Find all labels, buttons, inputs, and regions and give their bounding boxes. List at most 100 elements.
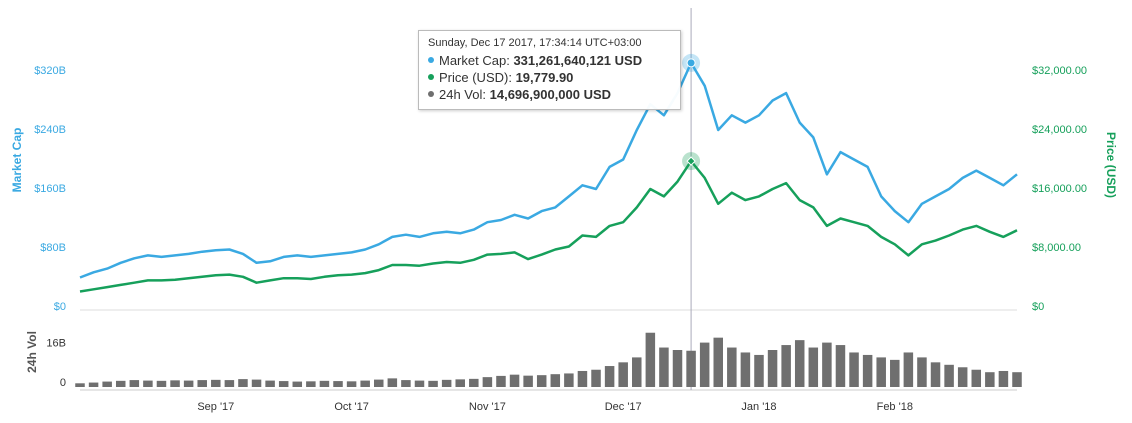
volume-bar [197, 380, 207, 387]
right-axis-title: Price (USD) [1104, 132, 1118, 198]
volume-bar [183, 380, 194, 387]
volume-bar [971, 369, 982, 387]
x-tick-label: Jan '18 [741, 401, 776, 413]
y-tick-label: $80B [40, 242, 66, 254]
volume-bar [754, 354, 764, 387]
volume-bar [333, 381, 343, 387]
y2-tick-label: $0 [1032, 301, 1044, 313]
y-tick-label: 0 [60, 377, 66, 389]
volume-bar [699, 342, 710, 387]
volume-bar [170, 380, 180, 387]
volume-bar [998, 370, 1009, 387]
volume-bar [360, 380, 370, 387]
volume-bar [822, 342, 832, 387]
tooltip-label: Market Cap: [439, 53, 510, 68]
bullet [428, 57, 434, 63]
volume-bar [469, 378, 479, 387]
focus-point [686, 156, 696, 166]
volume-bar [890, 359, 900, 387]
volume-bar [632, 357, 642, 387]
volume-bar [713, 337, 723, 387]
volume-bar [428, 380, 438, 387]
tooltip-title: Sunday, Dec 17 2017, 17:34:14 UTC+03:00 [428, 37, 642, 49]
left-axis-title: Market Cap [10, 128, 24, 193]
volume-bar [550, 374, 561, 387]
volume-bar [618, 362, 628, 387]
tooltip-row: Market Cap: 331,261,640,121 USD [428, 52, 671, 69]
volume-bar [129, 380, 140, 387]
volume-bar [903, 352, 914, 387]
volume-bar [265, 380, 275, 387]
volume-bar [536, 375, 547, 387]
tooltip-value: 14,696,900,000 USD [489, 87, 612, 102]
bullet [428, 91, 434, 97]
volume-bar [645, 332, 656, 387]
volume-bar [156, 380, 167, 387]
x-tick-label: Sep '17 [197, 401, 234, 413]
volume-bar [591, 369, 601, 387]
volume-bar [957, 367, 968, 387]
volume-bar [577, 370, 588, 387]
y2-tick-label: $24,000.00 [1032, 124, 1087, 136]
volume-bar [564, 373, 574, 387]
volume-bar [985, 372, 995, 387]
volume-bar [767, 350, 778, 387]
volume-bar [876, 357, 886, 387]
volume-bar [930, 362, 941, 387]
tooltip-value: 19,779.90 [515, 70, 574, 85]
volume-bar [1012, 372, 1022, 387]
volume-bar [102, 381, 112, 387]
y2-tick-label: $16,000.00 [1032, 183, 1087, 195]
y2-tick-label: $32,000.00 [1032, 65, 1087, 77]
y-tick-label: $240B [34, 124, 66, 136]
volume-bar [604, 366, 615, 387]
volume-bar [455, 379, 465, 387]
tooltip-label: 24h Vol: [439, 87, 486, 102]
volume-bar [740, 352, 751, 387]
volume-bar [387, 378, 398, 387]
volume-bar [278, 381, 289, 387]
bullet [428, 74, 434, 80]
volume-bar [75, 383, 85, 387]
y-tick-label: $160B [34, 183, 66, 195]
volume-bar [211, 379, 221, 387]
focus-point [686, 58, 696, 68]
volume-bar [496, 375, 506, 387]
volume-bar [794, 340, 805, 387]
volume-bar [672, 350, 683, 387]
volume-bar [401, 380, 411, 387]
volume-bar [808, 347, 819, 387]
volume-bar [414, 380, 425, 387]
volume-bar [292, 381, 303, 387]
y-tick-label: 16B [46, 337, 66, 349]
y2-tick-label: $8,000.00 [1032, 242, 1081, 254]
series-line [79, 159, 1018, 293]
tooltip-row: 24h Vol: 14,696,900,000 USD [428, 86, 671, 103]
volume-bar [88, 382, 99, 387]
volume-bar [686, 350, 696, 387]
tooltip-row: Price (USD): 19,779.90 [428, 69, 671, 86]
volume-bar [319, 380, 330, 387]
tooltip: Sunday, Dec 17 2017, 17:34:14 UTC+03:00 … [418, 30, 681, 110]
volume-bar [727, 347, 737, 387]
volume-bar [306, 381, 316, 387]
x-tick-label: Oct '17 [334, 401, 369, 413]
volume-bar [482, 377, 493, 387]
x-tick-label: Nov '17 [469, 401, 506, 413]
tooltip-label: Price (USD): [439, 70, 512, 85]
volume-bar [346, 381, 357, 387]
tooltip-value: 331,261,640,121 USD [513, 53, 643, 68]
volume-bar [238, 379, 248, 387]
volume-bar [944, 364, 954, 387]
volume-bar [523, 375, 533, 387]
volume-axis-title: 24h Vol [25, 331, 39, 373]
volume-bar [781, 345, 791, 387]
volume-bar [862, 354, 873, 387]
volume-bar [374, 379, 384, 387]
volume-bar [441, 379, 452, 387]
series-line [79, 61, 1018, 279]
x-tick-label: Dec '17 [605, 401, 642, 413]
volume-bar [115, 380, 126, 387]
